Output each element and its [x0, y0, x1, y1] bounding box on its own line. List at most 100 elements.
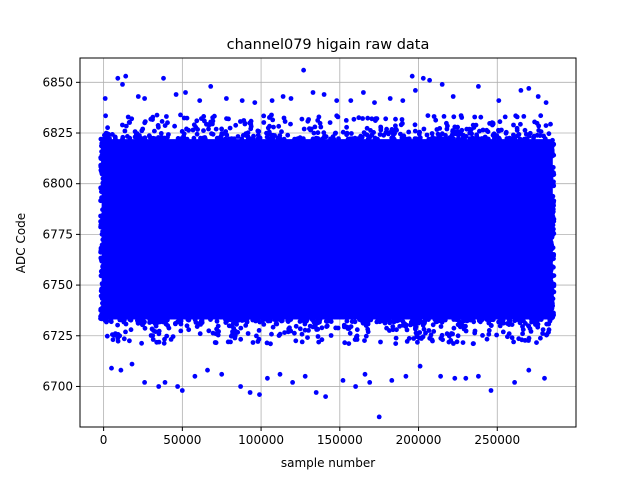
data-point: [345, 326, 351, 331]
data-point: [478, 319, 483, 325]
data-point: [256, 336, 262, 342]
data-point: [276, 123, 282, 129]
data-point: [365, 329, 371, 335]
data-point: [344, 318, 350, 324]
data-point: [100, 287, 106, 292]
data-point: [165, 120, 170, 126]
data-point: [260, 317, 266, 323]
data-point: [486, 328, 492, 333]
data-point: [300, 136, 306, 142]
data-point: [308, 127, 313, 133]
data-point: [109, 365, 114, 371]
data-point: [356, 115, 362, 121]
data-point: [305, 335, 310, 340]
data-point: [247, 390, 253, 395]
data-point: [256, 129, 262, 134]
data-point: [99, 257, 105, 263]
data-point: [312, 124, 318, 130]
data-point: [103, 113, 108, 119]
data-point: [104, 333, 110, 339]
data-point: [315, 318, 320, 324]
data-point: [344, 124, 349, 130]
data-point: [387, 328, 392, 333]
data-point: [164, 333, 170, 339]
data-point: [290, 380, 295, 385]
dense-point-band: [101, 139, 553, 320]
data-point: [441, 114, 447, 119]
data-point: [521, 114, 527, 119]
data-point: [411, 336, 417, 341]
data-point: [549, 242, 554, 248]
data-point: [159, 119, 165, 124]
data-point: [506, 331, 512, 337]
data-point: [455, 132, 461, 138]
data-point: [549, 299, 555, 305]
x-tick-label: 250000: [474, 433, 520, 447]
data-point: [421, 326, 427, 332]
data-point: [299, 331, 305, 337]
y-tick-label: 6700: [42, 379, 73, 393]
data-point: [420, 322, 426, 328]
data-point: [181, 115, 187, 121]
data-point: [534, 340, 539, 345]
data-point: [393, 335, 399, 341]
data-point: [248, 121, 254, 127]
data-point: [437, 125, 443, 131]
x-tick-label: 200000: [396, 433, 442, 447]
data-point: [549, 303, 554, 309]
data-point: [409, 73, 415, 79]
data-point: [142, 135, 148, 141]
data-point: [268, 341, 273, 347]
data-point: [377, 132, 383, 137]
data-point: [548, 251, 554, 257]
data-point: [438, 324, 444, 329]
data-point: [168, 337, 174, 342]
data-point: [294, 136, 300, 142]
x-tick-label: 50000: [163, 433, 201, 447]
data-point: [158, 318, 164, 323]
data-point: [315, 326, 321, 332]
data-point: [348, 136, 353, 142]
data-point: [389, 135, 395, 141]
data-point: [104, 319, 109, 325]
data-point: [115, 75, 121, 81]
plot-frame: [79, 57, 577, 428]
data-point: [192, 373, 198, 379]
data-point: [417, 363, 423, 369]
data-point: [511, 122, 516, 128]
data-point: [535, 94, 541, 99]
y-axis-ticks: 6700 6725 6750 6775 6800 6825 6850: [42, 75, 80, 393]
data-point: [526, 367, 532, 373]
data-point: [354, 327, 360, 333]
data-point: [132, 129, 138, 135]
data-point: [147, 320, 153, 325]
y-tick-label: 6725: [42, 329, 73, 343]
data-point: [228, 333, 234, 339]
data-point: [190, 127, 196, 133]
data-point: [219, 371, 225, 377]
data-point: [384, 129, 390, 135]
data-point: [394, 318, 400, 324]
data-point: [538, 129, 544, 135]
data-point: [123, 123, 129, 129]
data-point: [420, 75, 426, 81]
data-point: [310, 90, 316, 95]
data-point: [261, 113, 267, 119]
y-tick-label: 6800: [42, 177, 73, 191]
data-point: [240, 317, 246, 322]
data-point: [365, 136, 371, 142]
x-tick-label: 100000: [238, 433, 284, 447]
data-point: [173, 92, 179, 97]
data-point: [150, 337, 156, 342]
data-point: [251, 133, 256, 139]
data-point: [393, 341, 399, 346]
data-point: [118, 367, 124, 373]
data-point: [360, 116, 365, 121]
data-point: [255, 317, 261, 322]
data-point: [238, 336, 244, 342]
data-point: [451, 341, 456, 346]
data-point: [201, 128, 206, 134]
data-point: [99, 312, 104, 318]
data-point: [98, 273, 104, 279]
data-point: [99, 243, 105, 249]
